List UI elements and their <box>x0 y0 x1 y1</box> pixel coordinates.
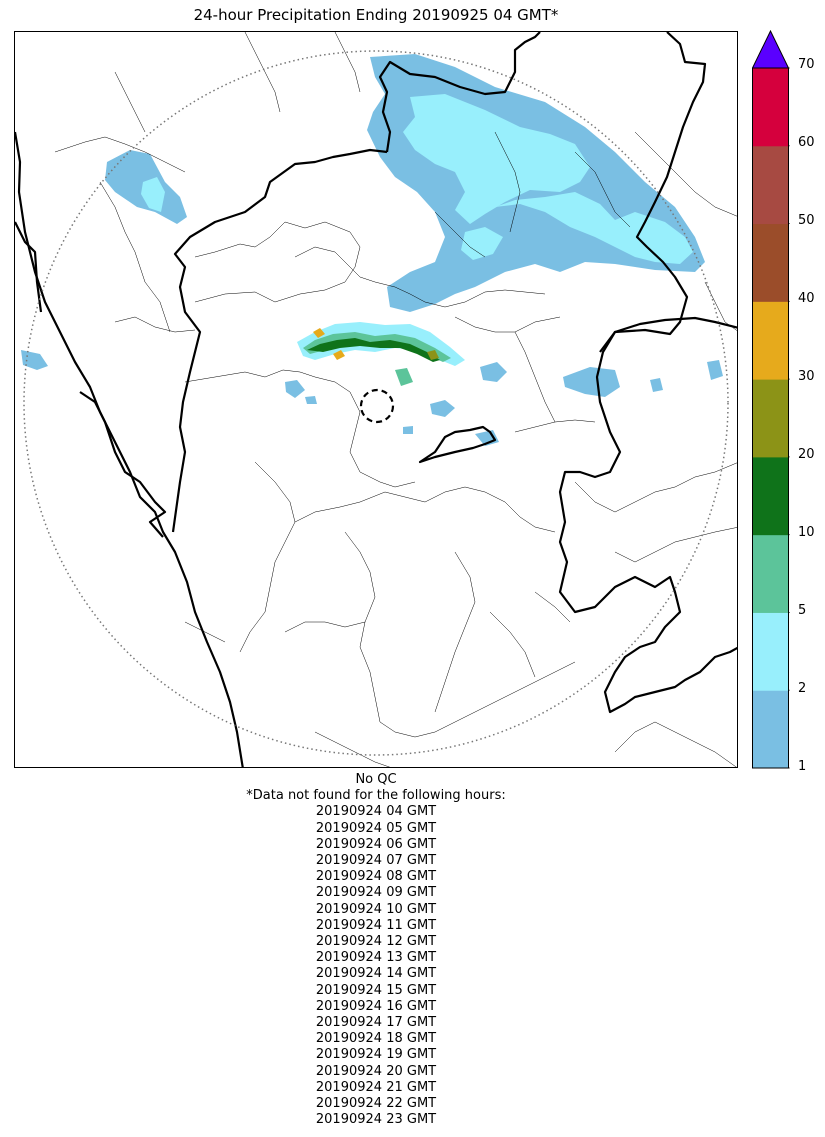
missing-hour-item: 20190924 08 GMT <box>315 869 437 885</box>
missing-hour-item: 20190924 21 GMT <box>315 1079 437 1095</box>
colorbar-tick-label: 5 <box>798 603 807 618</box>
missing-hour-item: 20190924 13 GMT <box>315 950 437 966</box>
missing-hour-item: 20190924 14 GMT <box>315 966 437 982</box>
colorbar-tick-label: 40 <box>798 291 815 306</box>
missing-hour-item: 20190924 19 GMT <box>315 1047 437 1063</box>
colorbar-bin <box>752 612 789 691</box>
colorbar-tick-label: 2 <box>798 681 807 696</box>
colorbar-tick-label: 1 <box>798 759 807 774</box>
radar-range-ring <box>23 50 729 756</box>
map-canvas <box>15 32 737 767</box>
colorbar-tick-label: 70 <box>798 57 815 72</box>
missing-hour-item: 20190924 05 GMT <box>315 820 437 836</box>
precip-1-2 <box>21 54 723 446</box>
colorbar-tick-label: 30 <box>798 369 815 384</box>
missing-hours-list: 20190924 04 GMT 20190924 05 GMT 20190924 0… <box>0 804 752 1128</box>
missing-hour-item: 20190924 17 GMT <box>315 1015 437 1031</box>
missing-hour-item: 20190924 11 GMT <box>315 917 437 933</box>
colorbar-bin <box>752 456 789 536</box>
district-boundaries <box>54 32 737 767</box>
missing-hour-item: 20190924 07 GMT <box>315 853 437 869</box>
missing-data-header: *Data not found for the following hours: <box>246 788 506 804</box>
missing-hour-item: 20190924 20 GMT <box>315 1063 437 1079</box>
state-boundaries <box>15 32 737 767</box>
precip-2-5 <box>141 94 693 264</box>
map-title: 24-hour Precipitation Ending 20190925 04… <box>193 6 559 24</box>
colorbar-bin <box>752 223 789 302</box>
qc-status: No QC <box>355 772 397 787</box>
colorbar-bin <box>752 301 789 380</box>
colorbar-bin <box>752 68 789 147</box>
missing-hour-item: 20190924 10 GMT <box>315 901 437 917</box>
colorbar-bin <box>752 534 789 613</box>
colorbar-tick-label: 20 <box>798 447 815 462</box>
missing-hour-item: 20190924 16 GMT <box>315 998 437 1014</box>
missing-hour-item: 20190924 12 GMT <box>315 934 437 950</box>
colorbar-tick-label: 10 <box>798 525 815 540</box>
notes-block: No QC *Data not found for the following … <box>0 772 752 1128</box>
colorbar-bin <box>752 379 789 458</box>
colorbar-tick-label: 50 <box>798 213 815 228</box>
missing-hour-item: 20190924 23 GMT <box>315 1112 437 1128</box>
colorbar-outline <box>752 67 789 769</box>
missing-hour-item: 20190924 09 GMT <box>315 885 437 901</box>
precip-convective-band <box>297 322 465 386</box>
colorbar-tick-label: 60 <box>798 135 815 150</box>
colorbar-bin <box>752 145 789 225</box>
missing-hour-item: 20190924 04 GMT <box>315 804 437 820</box>
missing-hour-item: 20190924 15 GMT <box>315 982 437 998</box>
missing-hour-item: 20190924 06 GMT <box>315 836 437 852</box>
missing-hour-item: 20190924 22 GMT <box>315 1096 437 1112</box>
missing-hour-item: 20190924 18 GMT <box>315 1031 437 1047</box>
colorbar-bin <box>752 690 789 769</box>
precip-colorbar <box>752 30 790 769</box>
precipitation-map <box>14 31 738 768</box>
colorbar-overflow-arrow <box>752 30 790 69</box>
